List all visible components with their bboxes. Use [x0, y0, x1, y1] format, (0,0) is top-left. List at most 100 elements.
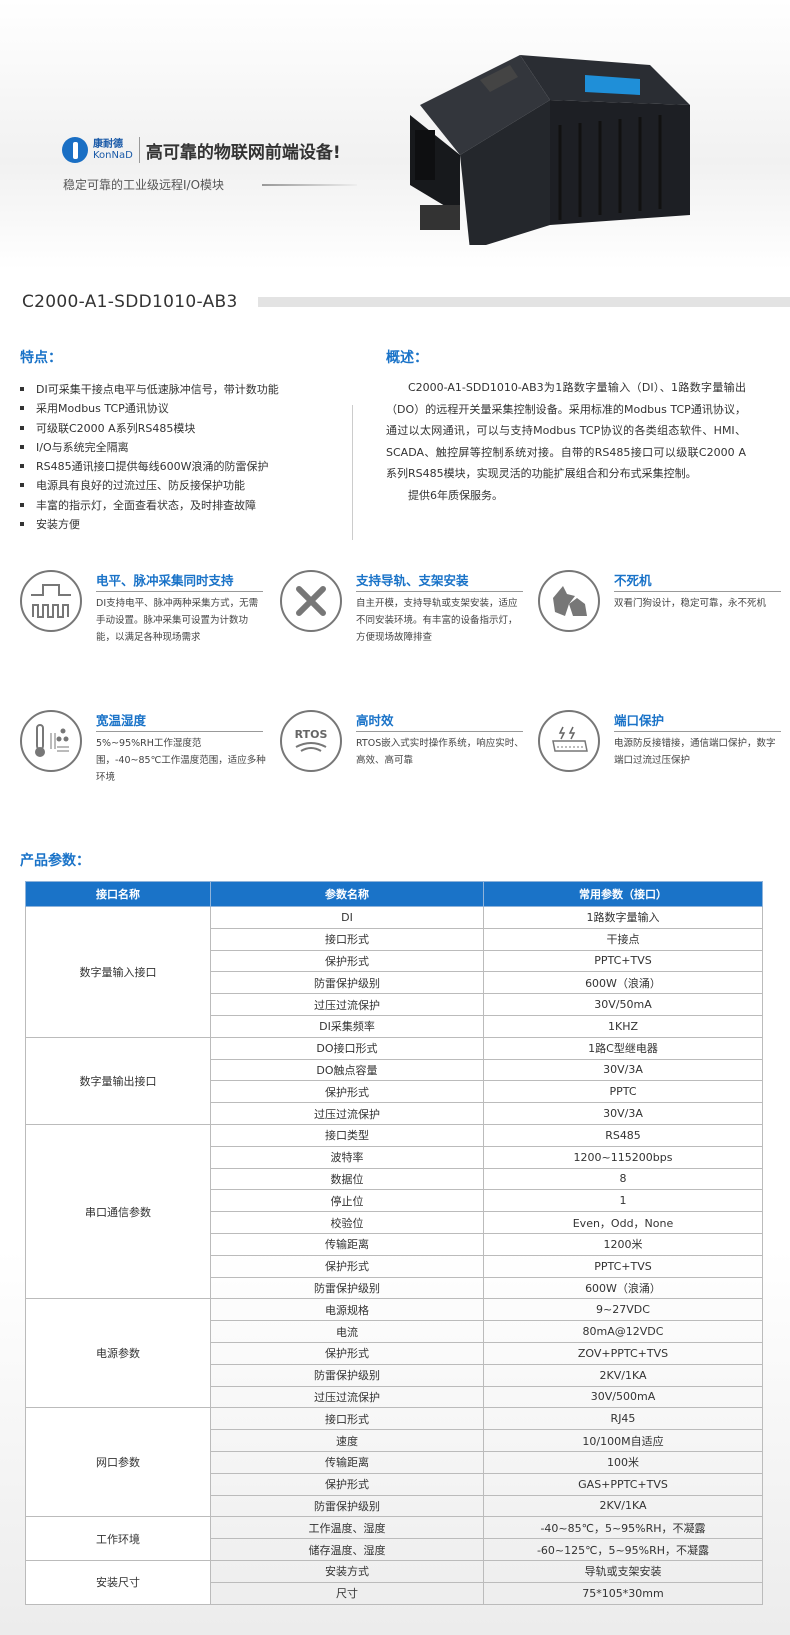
param-name-cell: 安装方式	[210, 1559, 484, 1583]
table-row: 电源参数 电源规格 9~27VDC	[25, 1298, 763, 1409]
table-row: 波特率 1200~115200bps	[26, 1145, 763, 1169]
feature-item: 采用Modbus TCP通讯协议	[20, 399, 279, 418]
slogan: 高可靠的物联网前端设备!	[145, 142, 341, 163]
feature-item: RS485通讯接口提供每线600W浪涌的防雷保护	[20, 457, 279, 476]
param-value-cell: -60~125℃，5~95%RH，不凝露	[483, 1538, 763, 1561]
column-header: 接口名称	[25, 881, 211, 907]
feature-item: 安装方便	[20, 515, 279, 534]
param-value-cell: 30V/3A	[483, 1102, 763, 1125]
brand-name-cn: 康耐德	[93, 139, 123, 150]
param-value-cell: 2KV/1KA	[483, 1363, 763, 1387]
group-name-cell: 串口通信参数	[25, 1123, 211, 1300]
table-row: DO触点容量 30V/3A	[26, 1058, 763, 1082]
param-value-cell: RJ45	[483, 1407, 763, 1431]
feature-item: DI可采集干接点电平与低速脉冲信号，带计数功能	[20, 380, 279, 399]
table-row: 传输距离 1200米	[26, 1232, 763, 1256]
table-row: 安装尺寸 安装方式 导轨或支架安装	[25, 1559, 763, 1605]
table-row: 保护形式 GAS+PPTC+TVS	[26, 1472, 763, 1496]
param-value-cell: GAS+PPTC+TVS	[483, 1472, 763, 1496]
highlight-desc: 双看门狗设计，稳定可靠，永不死机	[614, 598, 767, 609]
highlight-desc: 电源防反接错接，通信端口保护，数字端口过流过压保护	[614, 738, 776, 766]
param-value-cell: 30V/3A	[483, 1058, 763, 1082]
param-name-cell: 保护形式	[210, 1254, 484, 1278]
param-value-cell: 1200~115200bps	[483, 1145, 763, 1169]
thermometer-humidity-icon	[20, 710, 82, 772]
param-name-cell: 电源规格	[210, 1298, 484, 1322]
highlight-card: 支持导轨、支架安装 自主开模，支持导轨或支架安装，适应不同安装环境。有丰富的设备…	[280, 570, 530, 660]
param-value-cell: 10/100M自适应	[483, 1429, 763, 1452]
table-row: 传输距离 100米	[26, 1450, 763, 1474]
param-name-cell: 过压过流保护	[210, 1102, 484, 1125]
param-value-cell: ZOV+PPTC+TVS	[483, 1341, 763, 1365]
banner-subtitle: 稳定可靠的工业级远程I/O模块	[63, 178, 225, 192]
param-name-cell: 防雷保护级别	[210, 971, 484, 995]
feature-item: 可级联C2000 A系列RS485模块	[20, 419, 279, 438]
param-name-cell: 传输距离	[210, 1232, 484, 1256]
column-header: 参数名称	[210, 881, 484, 907]
param-value-cell: 1200米	[483, 1232, 763, 1256]
highlight-desc: RTOS嵌入式实时操作系统，响应实时、高效、高可靠	[356, 738, 524, 766]
param-name-cell: 停止位	[210, 1189, 484, 1213]
brand-logo: 康耐德 KonNaD 高可靠的物联网前端设备!	[62, 137, 341, 163]
param-value-cell: 600W（浪涌）	[483, 971, 763, 995]
overview-paragraph: C2000-A1-SDD1010-AB3为1路数字量输入（DI）、1路数字量输出…	[386, 381, 746, 480]
param-name-cell: 接口形式	[210, 927, 484, 951]
highlight-card: 电平、脉冲采集同时支持 DI支持电平、脉冲两种采集方式，无需手动设置。脉冲采集可…	[20, 570, 270, 660]
params-heading: 产品参数：	[20, 853, 90, 869]
model-title-bar: C2000-A1-SDD1010-AB3	[22, 290, 790, 314]
hero-banner: 康耐德 KonNaD 高可靠的物联网前端设备! 稳定可靠的工业级远程I/O模块	[0, 0, 790, 270]
table-row: 保护形式 PPTC	[26, 1080, 763, 1104]
table-row: 停止位 1	[26, 1189, 763, 1213]
param-name-cell: DI	[210, 906, 484, 929]
features-heading: 特点：	[20, 350, 62, 366]
overview-paragraph: 提供6年质保服务。	[408, 488, 503, 502]
param-value-cell: 1	[483, 1189, 763, 1213]
param-name-cell: 保护形式	[210, 1341, 484, 1365]
table-row: 数字量输入接口 DI 1路数字量输入	[25, 906, 763, 1038]
port-protection-icon	[538, 710, 600, 772]
param-value-cell: -40~85℃，5~95%RH，不凝露	[483, 1516, 763, 1540]
param-value-cell: PPTC+TVS	[483, 1254, 763, 1278]
param-name-cell: 过压过流保护	[210, 1385, 484, 1409]
table-row: 数字量输出接口 DO接口形式 1路C型继电器	[25, 1036, 763, 1125]
group-name-cell: 网口参数	[25, 1407, 211, 1518]
table-row: 防雷保护级别 2KV/1KA	[26, 1494, 763, 1518]
param-value-cell: 1路C型继电器	[483, 1036, 763, 1060]
param-name-cell: 尺寸	[210, 1581, 484, 1605]
params-table: 接口名称 参数名称 常用参数（接口） 数字量输入接口 DI 1路数字量输入 接口形式干…	[25, 881, 763, 1605]
param-value-cell: 30V/500mA	[483, 1385, 763, 1409]
section-divider	[352, 405, 353, 540]
param-name-cell: 保护形式	[210, 1080, 484, 1104]
group-name-cell: 数字量输入接口	[25, 906, 211, 1038]
param-value-cell: 2KV/1KA	[483, 1494, 763, 1518]
param-name-cell: DI采集频率	[210, 1014, 484, 1038]
param-name-cell: 防雷保护级别	[210, 1494, 484, 1518]
highlight-card: 宽温湿度 5%~95%RH工作湿度范围，-40~85℃工作温度范围，适应多种环境	[20, 710, 270, 800]
param-value-cell: 100米	[483, 1450, 763, 1474]
param-name-cell: 保护形式	[210, 949, 484, 973]
overview-text: C2000-A1-SDD1010-AB3为1路数字量输入（DI）、1路数字量输出…	[386, 377, 746, 506]
table-row: 保护形式 PPTC+TVS	[26, 1254, 763, 1278]
rtos-icon: RTOS	[280, 710, 342, 772]
param-name-cell: 数据位	[210, 1167, 484, 1191]
feature-item: 丰富的指示灯，全面查看状态，及时排查故障	[20, 496, 279, 515]
rtos-icon-label: RTOS	[294, 727, 328, 741]
highlight-title: 宽温湿度	[96, 713, 147, 728]
highlight-title: 电平、脉冲采集同时支持	[96, 573, 234, 588]
highlight-card: 不死机 双看门狗设计，稳定可靠，永不死机	[538, 570, 788, 660]
param-value-cell: 1路数字量输入	[483, 906, 763, 929]
highlight-desc: 自主开模，支持导轨或支架安装，适应不同安装环境。有丰富的设备指示灯，方便现场故障…	[356, 598, 518, 643]
highlight-desc: DI支持电平、脉冲两种采集方式，无需手动设置。脉冲采集可设置为计数功能，以满足各…	[96, 598, 259, 643]
param-value-cell: PPTC	[483, 1080, 763, 1104]
logo-divider	[138, 137, 140, 163]
highlight-card: RTOS 高时效 RTOS嵌入式实时操作系统，响应实时、高效、高可靠	[280, 710, 530, 800]
param-name-cell: 传输距离	[210, 1450, 484, 1474]
param-value-cell: 30V/50mA	[483, 993, 763, 1016]
param-value-cell: 75*105*30mm	[483, 1581, 763, 1605]
brand-name-en: KonNaD	[93, 150, 133, 161]
model-number: C2000-A1-SDD1010-AB3	[22, 292, 238, 312]
param-value-cell: 600W（浪涌）	[483, 1276, 763, 1300]
table-row: 尺寸 75*105*30mm	[26, 1581, 763, 1605]
product-device-image	[410, 55, 690, 245]
highlight-title: 不死机	[614, 573, 652, 588]
